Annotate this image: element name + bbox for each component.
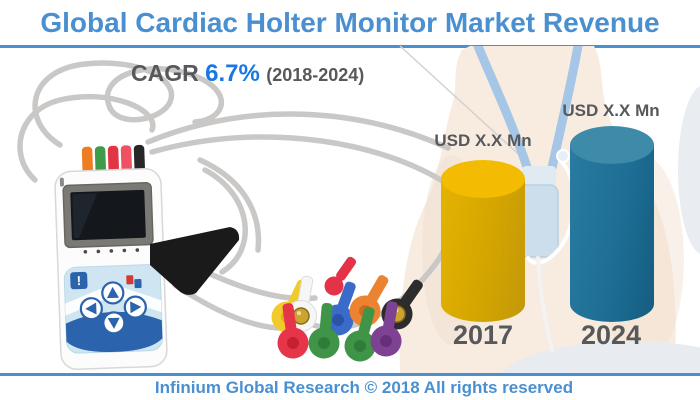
thin-cable-across [399,46,528,163]
bar-2017-body [441,179,525,322]
electrode-red [277,303,309,359]
electrode-green [308,303,340,359]
alert-button: ! [70,271,88,290]
bar-value-label-2024: USD X.X Mn [562,101,660,120]
title-divider-line [0,45,700,48]
bar-2017-cylinder [441,160,525,322]
screen-reflection [72,193,98,239]
alert-button-glyph: ! [76,273,81,288]
screen-dots [83,248,140,254]
holter-recorder: ! [54,144,168,370]
worn-holter-device [517,149,577,352]
cagr-annotation: CAGR 6.7% (2018-2024) [131,60,364,88]
cagr-period: (2018-2024) [266,65,365,85]
lead-connectors [81,144,145,175]
bar-2017-top [441,160,525,198]
cagr-value: 6.7% [205,60,260,87]
background-gray-shape-right [678,86,700,254]
electrode-red-stub [324,256,357,296]
holter-monitor-photo: ! [17,60,462,370]
bar-value-label-2017: USD X.X Mn [434,131,532,150]
bar-category-label-2017: 2017 [452,320,514,350]
bar-category-label-2024: 2024 [580,320,642,350]
footer-divider-line [0,373,700,376]
electrode-purple [370,301,402,357]
bar-2024-cylinder [570,126,654,322]
footer-copyright: Infinium Global Research © 2018 All righ… [154,378,574,397]
bar-2024-body [570,145,654,322]
arrow-glyphs [85,286,142,329]
electrode-green-2 [344,306,376,362]
enter-menu-icon [126,275,142,289]
device-led [59,177,64,187]
page-title: Global Cardiac Holter Monitor Market Rev… [40,7,660,38]
bar-2024-top [570,126,654,164]
cagr-label: CAGR [131,60,199,86]
strap [150,227,240,295]
background-gray-shape-bottom [500,341,700,373]
lanyard-straps [473,46,583,175]
snap-electrodes [271,256,423,362]
